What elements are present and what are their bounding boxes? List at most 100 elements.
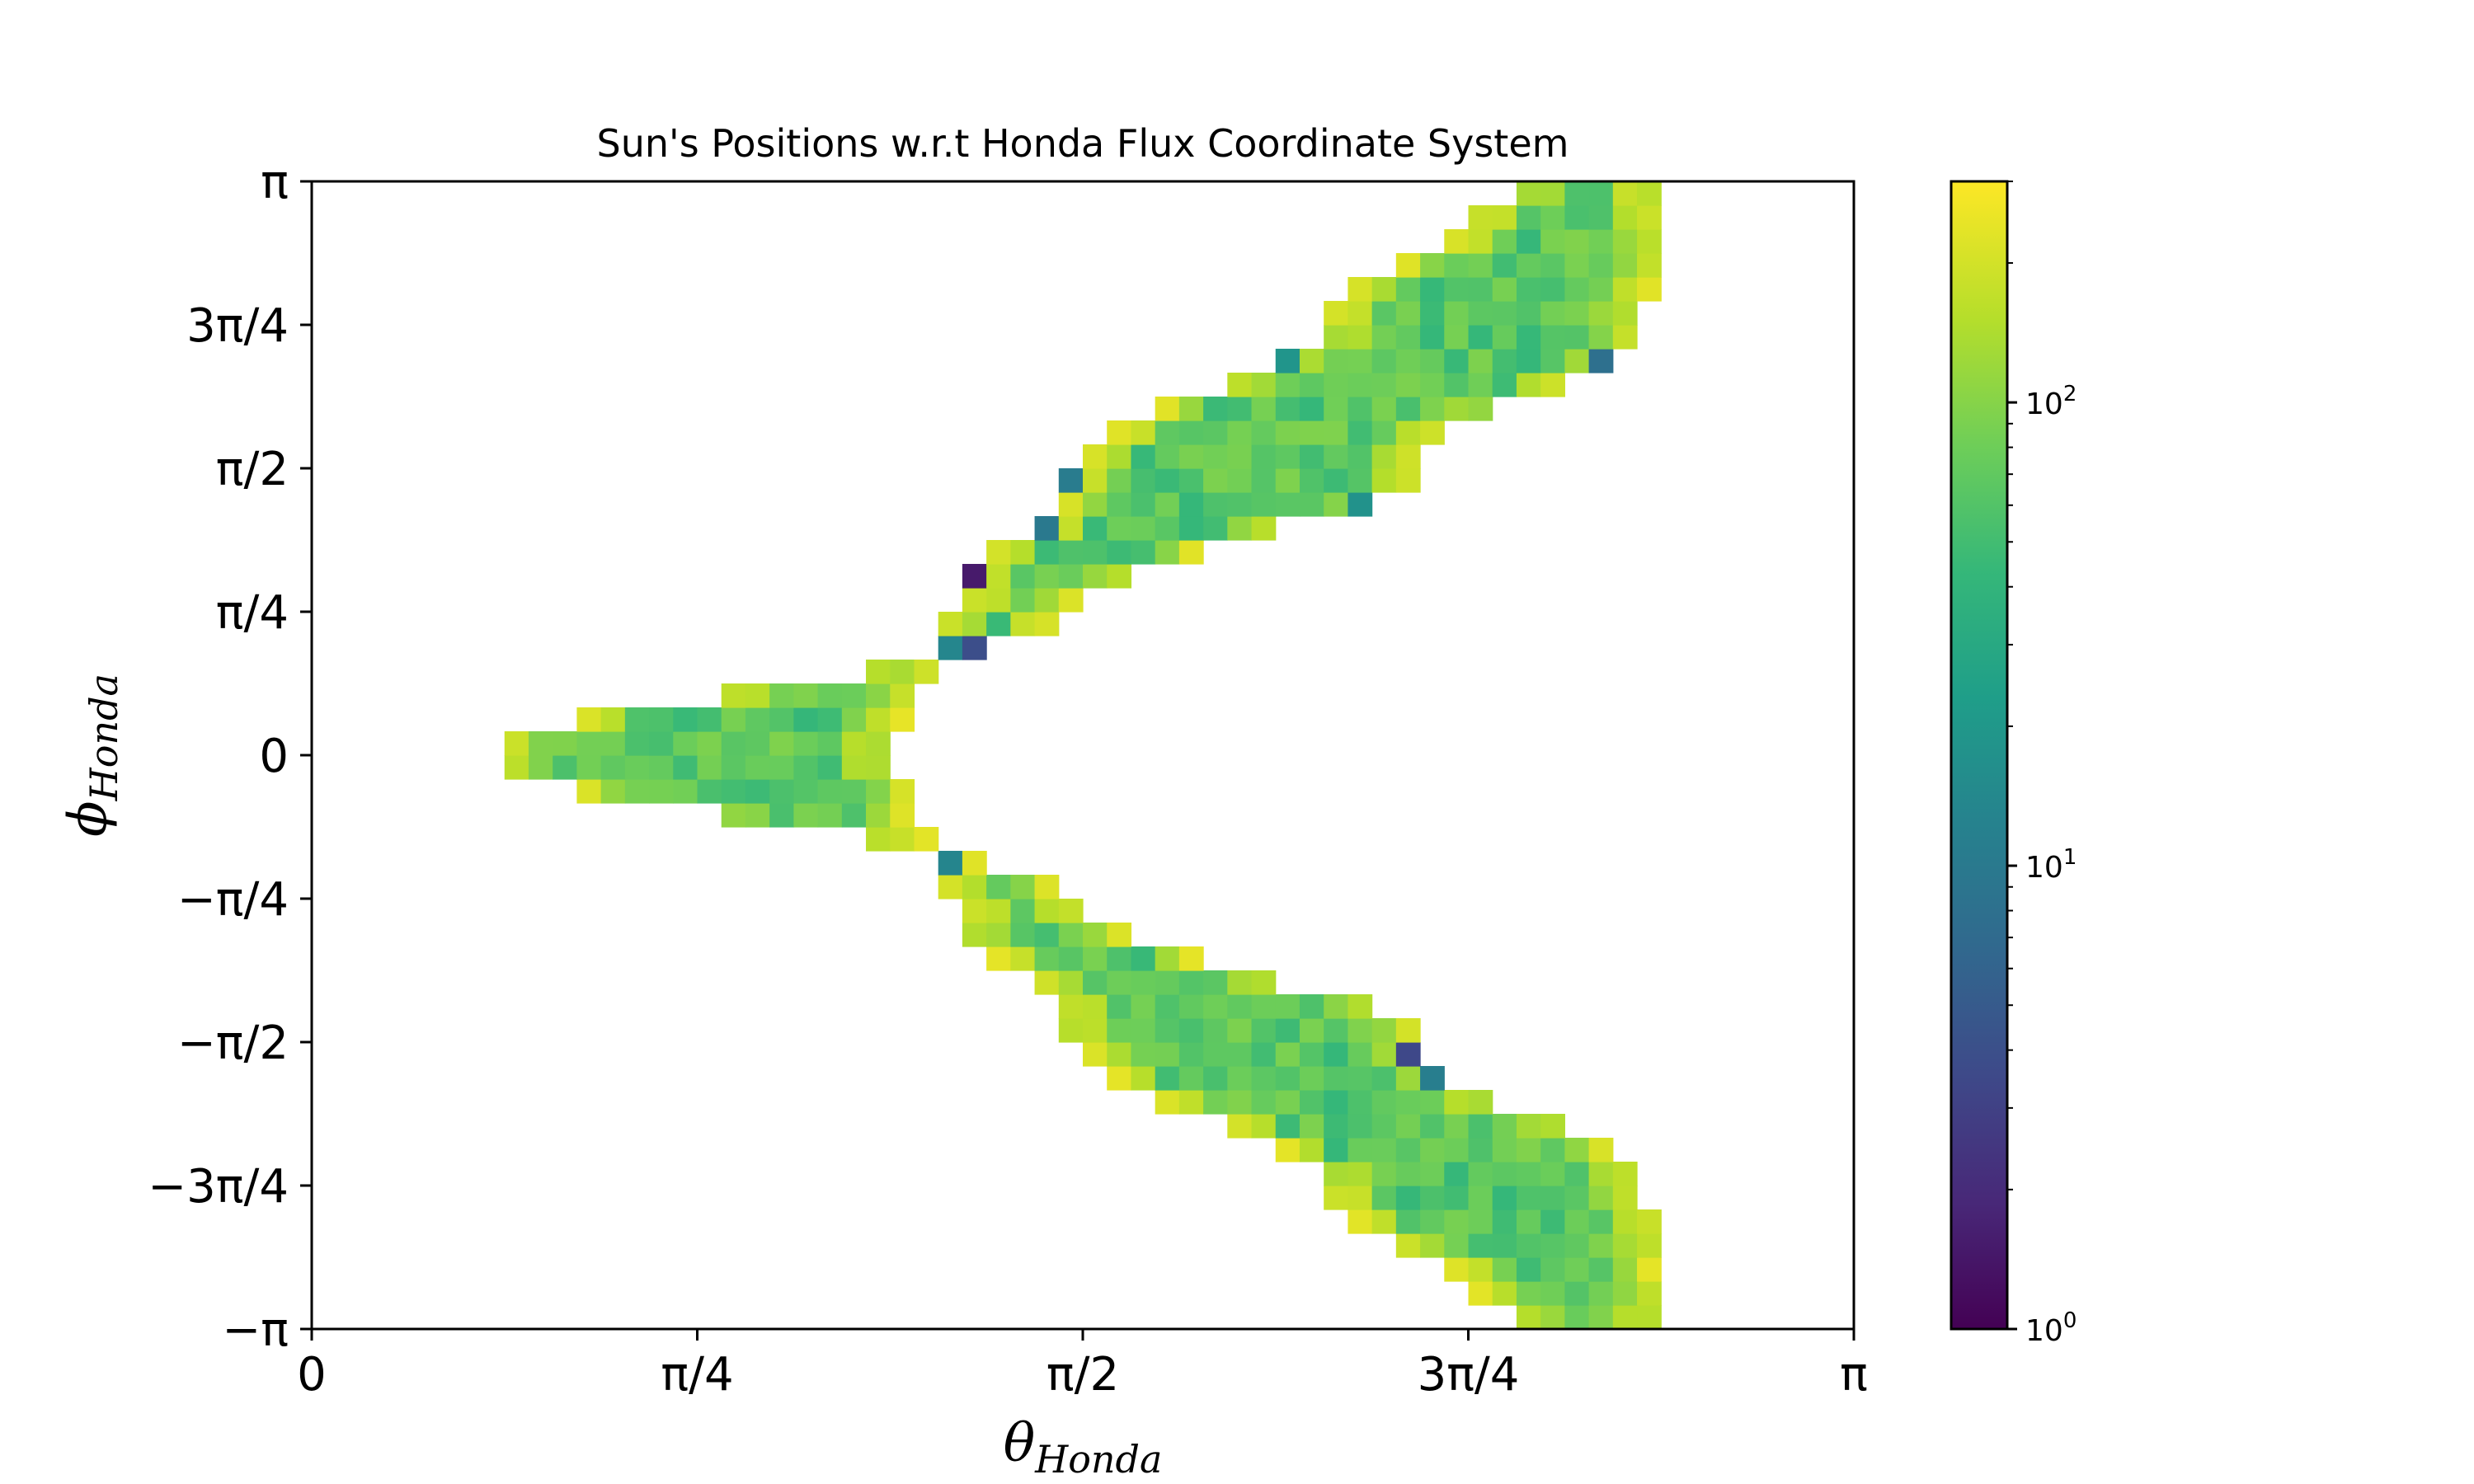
heatmap-cell [1299, 1114, 1324, 1139]
heatmap-cell [1348, 373, 1373, 397]
heatmap-cell [1371, 1209, 1397, 1234]
heatmap-cell [1420, 373, 1445, 397]
heatmap-cell [914, 827, 939, 852]
heatmap-cell [1348, 1042, 1373, 1067]
heatmap-cell [1178, 444, 1204, 469]
heatmap-cell [1492, 325, 1517, 350]
heatmap-cell [1299, 994, 1324, 1019]
heatmap-cell [1420, 1138, 1445, 1162]
heatmap-cell [841, 779, 867, 804]
heatmap-cell [1637, 277, 1662, 302]
heatmap-cell [817, 779, 843, 804]
heatmap-cell [673, 779, 698, 804]
heatmap-cell [1083, 994, 1108, 1019]
heatmap-cell [1612, 181, 1638, 206]
heatmap-cell [1637, 1209, 1662, 1234]
heatmap-cell [1540, 349, 1565, 373]
heatmap-cell [1251, 397, 1277, 421]
heatmap-cell [1275, 349, 1300, 373]
heatmap-cell [1058, 540, 1084, 565]
heatmap-cell [1444, 1257, 1470, 1282]
heatmap-cell [1564, 181, 1590, 206]
heatmap-cell [1083, 444, 1108, 469]
heatmap-cell [1492, 277, 1517, 302]
heatmap-cell [1227, 1018, 1253, 1043]
heatmap-cell [1492, 1209, 1517, 1234]
heatmap-cell [1058, 492, 1084, 517]
heatmap-cell [1251, 373, 1277, 397]
heatmap-cell [1444, 349, 1470, 373]
heatmap-cell [649, 779, 674, 804]
heatmap-cell [1275, 468, 1300, 493]
heatmap-cell [1203, 468, 1228, 493]
heatmap-cell [1420, 1114, 1445, 1139]
heatmap-cell [938, 612, 963, 636]
heatmap-cell [1083, 923, 1108, 947]
heatmap-cell [1324, 373, 1349, 397]
heatmap-cell [1540, 325, 1565, 350]
heatmap-cell [1420, 397, 1445, 421]
heatmap-cell [1395, 444, 1421, 469]
heatmap-cell [1444, 1186, 1470, 1210]
heatmap-cell [1155, 994, 1180, 1019]
heatmap-cell [986, 612, 1011, 636]
heatmap-cell [1034, 612, 1060, 636]
heatmap-cell [600, 779, 626, 804]
heatmap-cell [1083, 946, 1108, 971]
heatmap-cell [1178, 1066, 1204, 1091]
heatmap-cell [745, 779, 770, 804]
heatmap-cell [1540, 229, 1565, 254]
heatmap-cell [1058, 946, 1084, 971]
heatmap-cell [1468, 373, 1493, 397]
heatmap-cell [1348, 325, 1373, 350]
heatmap-cell [1058, 923, 1084, 947]
heatmap-cell [1203, 1066, 1228, 1091]
heatmap-cell [1612, 1209, 1638, 1234]
heatmap-cell [1155, 444, 1180, 469]
heatmap-cell [1203, 1090, 1228, 1115]
heatmap-cell [1540, 253, 1565, 278]
heatmap-cell [1083, 468, 1108, 493]
heatmap-cell [1468, 1090, 1493, 1115]
heatmap-cell [1324, 301, 1349, 326]
heatmap-cell [1637, 229, 1662, 254]
heatmap-cell [1516, 1138, 1541, 1162]
heatmap-cell [1178, 994, 1204, 1019]
heatmap-cell [1588, 1138, 1614, 1162]
heatmap-cell [1516, 229, 1541, 254]
heatmap-cell [1034, 923, 1060, 947]
heatmap-cell [1324, 1042, 1349, 1067]
heatmap-cell [1251, 1066, 1277, 1091]
heatmap-cell [1251, 1018, 1277, 1043]
heatmap-cell [721, 803, 746, 828]
heatmap-cell [1010, 612, 1036, 636]
heatmap-cell [1324, 1018, 1349, 1043]
heatmap-cell [1612, 1281, 1638, 1306]
heatmap-cell [1588, 1233, 1614, 1258]
heatmap-cell [938, 636, 963, 660]
heatmap-cell [1540, 1209, 1565, 1234]
heatmap-cell [1516, 205, 1541, 230]
heatmap-cell [1010, 946, 1036, 971]
heatmap-cell [1395, 253, 1421, 278]
heatmap-cell [1444, 325, 1470, 350]
heatmap-cell [1348, 1138, 1373, 1162]
heatmap-cell [1107, 492, 1132, 517]
heatmap-cell [1395, 1114, 1421, 1139]
colorbar-ticks: 100 101 102 [2007, 181, 2077, 1348]
heatmap-cell [1227, 1066, 1253, 1091]
y-tick-label: −π/2 [177, 1017, 289, 1070]
heatmap-cell [576, 707, 602, 732]
heatmap-cell [673, 755, 698, 780]
heatmap-cell [1371, 420, 1397, 445]
heatmap-cell [1275, 444, 1300, 469]
heatmap-cell [1371, 1018, 1397, 1043]
heatmap-cell [1227, 970, 1253, 995]
heatmap-cell [1468, 301, 1493, 326]
heatmap-cell [1251, 516, 1277, 541]
heatmap-cell [1395, 468, 1421, 493]
heatmap-cell [1275, 1114, 1300, 1139]
heatmap-cell [1348, 1186, 1373, 1210]
heatmap-cell [576, 755, 602, 780]
y-axis-label: ϕHonda [58, 674, 126, 837]
